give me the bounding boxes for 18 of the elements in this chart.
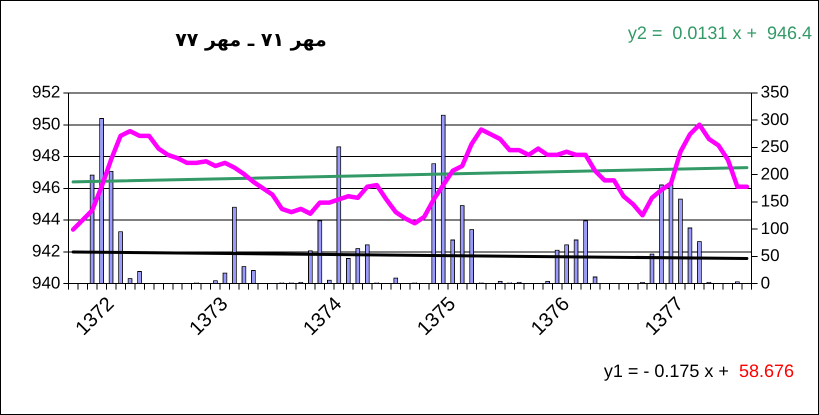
y-tick-label: 948 <box>32 146 60 166</box>
text: y2 = 0.0131 x + 946.4 <box>628 23 812 44</box>
y2-tick-label: 100 <box>760 218 790 238</box>
text: y1 = - 0.175 x + 58.676 <box>604 361 794 382</box>
y2-tick-label: 300 <box>760 110 790 129</box>
y-tick-label: 942 <box>32 241 60 260</box>
y2-tick-label: 50 <box>760 246 780 266</box>
y2-tick-label: 0 <box>760 273 770 292</box>
chart-title: مهر ۷۱ ـ مهر ۷۷ <box>174 29 328 51</box>
y-tick-label: 950 <box>32 114 60 134</box>
y2-tick-label: 200 <box>760 164 790 184</box>
y-tick-label: 944 <box>32 210 60 229</box>
y2-tick-label: 150 <box>760 192 790 211</box>
y-tick-label: 940 <box>32 273 60 292</box>
y2-tick-label: 350 <box>760 82 790 102</box>
y-tick-label: 952 <box>32 82 60 102</box>
y2-tick-label: 250 <box>760 137 790 156</box>
y-tick-label: 946 <box>32 178 60 197</box>
